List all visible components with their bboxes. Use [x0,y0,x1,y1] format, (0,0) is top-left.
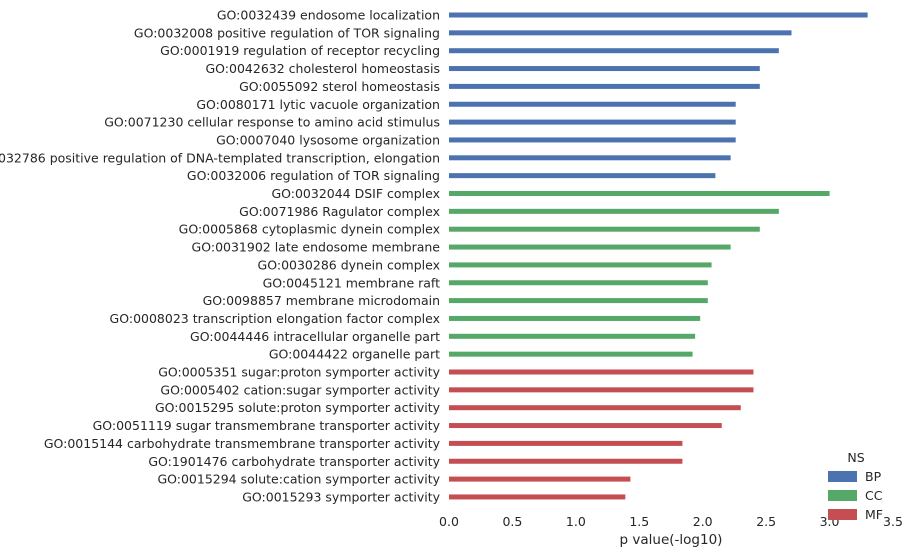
category-label: GO:0030286 dynein complex [258,257,440,272]
bar-cc [449,315,701,321]
category-label: GO:0042632 cholesterol homeostasis [206,61,441,76]
bar-bp [449,30,792,36]
bar-cc [449,262,712,268]
category-label: GO:0080171 lytic vacuole organization [196,97,440,112]
category-label: GO:0015295 solute:proton symporter activ… [155,400,441,415]
legend-swatch-bp [828,471,857,482]
x-tick-label: 3.5 [883,514,903,529]
bar-mf [449,458,683,464]
bar-mf [449,387,754,393]
bar-mf [449,476,631,482]
bar-cc [449,191,830,196]
x-axis-title: p value(-log10) [620,532,723,548]
category-label: GO:0031902 late endosome membrane [192,240,441,255]
category-label: GO:0098857 membrane microdomain [203,293,440,308]
bar-cc [449,333,696,339]
category-label: GO:0001919 regulation of receptor recycl… [160,43,440,58]
legend-swatch-cc [828,490,857,501]
x-tick-label: 0.5 [502,514,522,529]
category-labels: GO:0032439 endosome localization GO:00320… [0,8,441,505]
category-label: GO:0005351 sugar:proton symporter activi… [158,365,440,380]
category-label: GO:0044422 organelle part [269,347,440,362]
bar-cc [449,298,708,304]
bar-bp [449,66,760,72]
category-label: GO:0005402 cation:sugar symporter activi… [160,382,440,397]
category-label: GO:0032006 regulation of TOR signaling [187,168,440,183]
x-tick-label: 2.5 [756,514,776,529]
bar-mf [449,405,741,411]
legend-label-bp: BP [865,469,882,484]
bar-bp [449,12,868,18]
bar-mf [449,369,754,375]
legend-label-mf: MF [865,507,883,522]
bar-bp [449,83,760,89]
bar-cc [449,208,779,214]
bar-bp [449,101,736,107]
category-label: GO:0071986 Ragulator complex [239,204,440,219]
bar-cc [449,280,708,286]
x-tick-label: 2.0 [693,514,713,529]
category-label: GO:0032786 positive regulation of DNA-te… [0,150,440,165]
category-label: GO:0015144 carbohydrate transmembrane tr… [44,436,441,451]
category-label: GO:1901476 carbohydrate transporter acti… [148,454,440,469]
bar-bp [449,155,731,161]
bar-bp [449,173,716,179]
bar-cc [449,226,760,232]
category-label: GO:0032008 positive regulation of TOR si… [134,25,440,40]
bar-cc [449,351,693,357]
category-label: GO:0032439 endosome localization [217,8,440,23]
category-label: GO:0055092 sterol homeostasis [239,79,440,94]
category-label: GO:0032044 DSIF complex [271,186,440,201]
category-label: GO:0008023 transcription elongation fact… [110,311,440,326]
legend-title: NS [847,450,864,465]
bar-mf [449,440,683,446]
x-axis: 0.0 0.5 1.0 1.5 2.0 2.5 3.0 3.5 [439,514,903,529]
x-tick-label: 1.0 [566,514,586,529]
category-label: GO:0071230 cellular response to amino ac… [104,115,440,130]
bar-cc [449,244,731,250]
bar-bp [449,48,779,54]
category-label: GO:0005868 cytoplasmic dynein complex [179,222,440,237]
bar-bp [449,137,736,143]
category-label: GO:0015294 solute:cation symporter activ… [157,472,440,487]
category-label: GO:0045121 membrane raft [263,275,441,290]
bar-mf [449,494,626,500]
category-label: GO:0044446 intracellular organelle part [190,329,440,344]
legend-swatch-mf [828,509,857,520]
x-tick-label: 1.5 [629,514,649,529]
bar-mf [449,423,722,429]
category-label: GO:0051119 sugar transmembrane transport… [93,418,441,433]
category-label: GO:0007040 lysosome organization [216,132,440,147]
bars-layer [449,12,868,500]
category-label: GO:0015293 symporter activity [242,489,440,504]
bar-bp [449,119,736,125]
legend-label-cc: CC [865,488,883,503]
x-tick-label: 0.0 [439,514,459,529]
